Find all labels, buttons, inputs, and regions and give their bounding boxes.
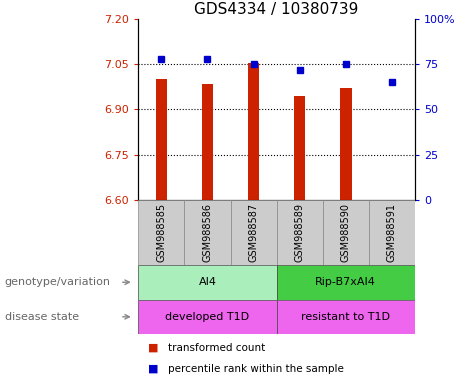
Text: GSM988585: GSM988585 — [156, 203, 166, 262]
Text: GSM988587: GSM988587 — [248, 203, 259, 262]
Text: GSM988589: GSM988589 — [295, 203, 305, 262]
Bar — [323, 200, 369, 265]
Bar — [277, 265, 415, 300]
Text: GSM988590: GSM988590 — [341, 203, 351, 262]
Text: Rip-B7xAI4: Rip-B7xAI4 — [315, 277, 376, 287]
Bar — [202, 84, 213, 200]
Bar — [156, 79, 167, 200]
Bar — [138, 300, 277, 334]
Bar — [277, 200, 323, 265]
Bar — [277, 300, 415, 334]
Text: resistant to T1D: resistant to T1D — [301, 312, 390, 322]
Text: disease state: disease state — [5, 312, 79, 322]
Text: percentile rank within the sample: percentile rank within the sample — [168, 364, 344, 374]
Bar — [369, 200, 415, 265]
Text: transformed count: transformed count — [168, 343, 266, 353]
Bar — [184, 200, 230, 265]
Text: developed T1D: developed T1D — [165, 312, 249, 322]
Bar — [138, 265, 277, 300]
Text: genotype/variation: genotype/variation — [5, 277, 111, 287]
Bar — [248, 63, 259, 200]
Text: AI4: AI4 — [198, 277, 217, 287]
Text: GSM988591: GSM988591 — [387, 203, 397, 262]
Bar — [294, 96, 305, 200]
Title: GDS4334 / 10380739: GDS4334 / 10380739 — [195, 2, 359, 17]
Bar — [340, 88, 351, 200]
Bar — [230, 200, 277, 265]
Text: ■: ■ — [148, 364, 161, 374]
Text: ■: ■ — [148, 343, 161, 353]
Bar — [138, 200, 184, 265]
Text: GSM988586: GSM988586 — [202, 203, 213, 262]
